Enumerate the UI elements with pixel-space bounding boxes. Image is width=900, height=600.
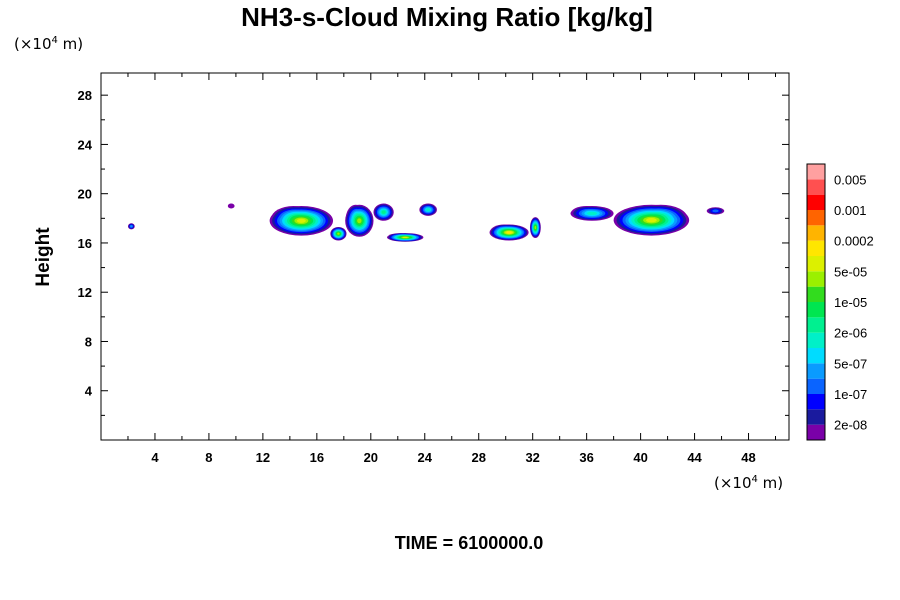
cloud-region [613,204,690,236]
plot-frame [100,72,790,441]
colorbar-label: 2e-06 [834,326,867,341]
colorbar-swatch [807,394,825,410]
x-tick-label: 4 [151,450,159,465]
colorbar-swatch [807,271,825,287]
chart-title: NH3-s-Cloud Mixing Ratio [kg/kg] [241,2,653,32]
colorbar-swatch [807,256,825,272]
y-tick-label: 8 [85,334,92,349]
x-tick-label: 48 [741,450,755,465]
y-axis: 4 8 12 16 20 24 28 [78,88,789,416]
colorbar-swatch [807,363,825,379]
colorbar-swatch [807,210,825,226]
x-axis: 4 8 12 16 20 24 28 32 36 40 44 48 [127,73,777,465]
y-axis-label: Height [33,227,54,287]
x-tick-label: 28 [471,450,485,465]
y-tick-label: 4 [85,384,93,399]
colorbar: 2e-08 1e-07 5e-07 2e-06 1e-05 5e-05 0.0002 0.00… [806,163,874,441]
colorbar-swatch [807,194,825,210]
colorbar-swatch [807,286,825,302]
colorbar-label: 5e-07 [834,356,867,371]
y-tick-label: 20 [78,187,92,202]
x-tick-label: 24 [418,450,433,465]
colorbar-swatch [807,332,825,348]
y-tick-label: 28 [78,88,92,103]
x-tick-label: 32 [525,450,539,465]
colorbar-swatch [807,424,825,440]
cloud-region [706,207,725,215]
cloud-region [373,203,394,221]
colorbar-label: 1e-05 [834,295,867,310]
colorbar-swatch [807,179,825,195]
colorbar-label: 0.005 [834,172,867,187]
colorbar-label: 0.001 [834,203,867,218]
x-tick-label: 40 [633,450,647,465]
cloud-region [330,226,347,241]
colorbar-swatch [807,164,825,180]
cloud-region [419,203,437,216]
colorbar-swatch [807,317,825,333]
time-label: TIME = 6100000.0 [395,533,544,553]
colorbar-label: 1e-07 [834,387,867,402]
x-tick-label: 36 [579,450,593,465]
cloud-region [127,223,135,230]
colorbar-swatch [807,240,825,256]
cloud-region [386,233,424,242]
x-tick-label: 20 [364,450,378,465]
colorbar-label: 2e-08 [834,418,867,433]
cloud-region [345,204,374,237]
colorbar-swatch [807,409,825,425]
y-tick-label: 12 [78,285,92,300]
y-unit-label: (×104 m) [14,35,83,53]
colorbar-label: 5e-05 [834,264,867,279]
cloud-region [489,224,529,241]
colorbar-swatch [807,378,825,394]
colorbar-swatch [807,348,825,364]
colorbar-swatch [807,302,825,318]
x-tick-label: 8 [205,450,212,465]
x-tick-label: 16 [310,450,324,465]
cloud-region [570,206,614,221]
colorbar-swatch [807,225,825,241]
x-tick-label: 12 [256,450,270,465]
cloud-regions [127,203,725,242]
y-tick-label: 16 [78,236,92,251]
cloud-region [227,203,235,209]
y-tick-label: 24 [78,137,93,152]
cloud-region [529,217,541,239]
x-tick-label: 44 [687,450,702,465]
x-unit-label: (×104 m) [714,474,783,492]
colorbar-label: 0.0002 [834,234,874,249]
cloud-region [269,206,334,236]
